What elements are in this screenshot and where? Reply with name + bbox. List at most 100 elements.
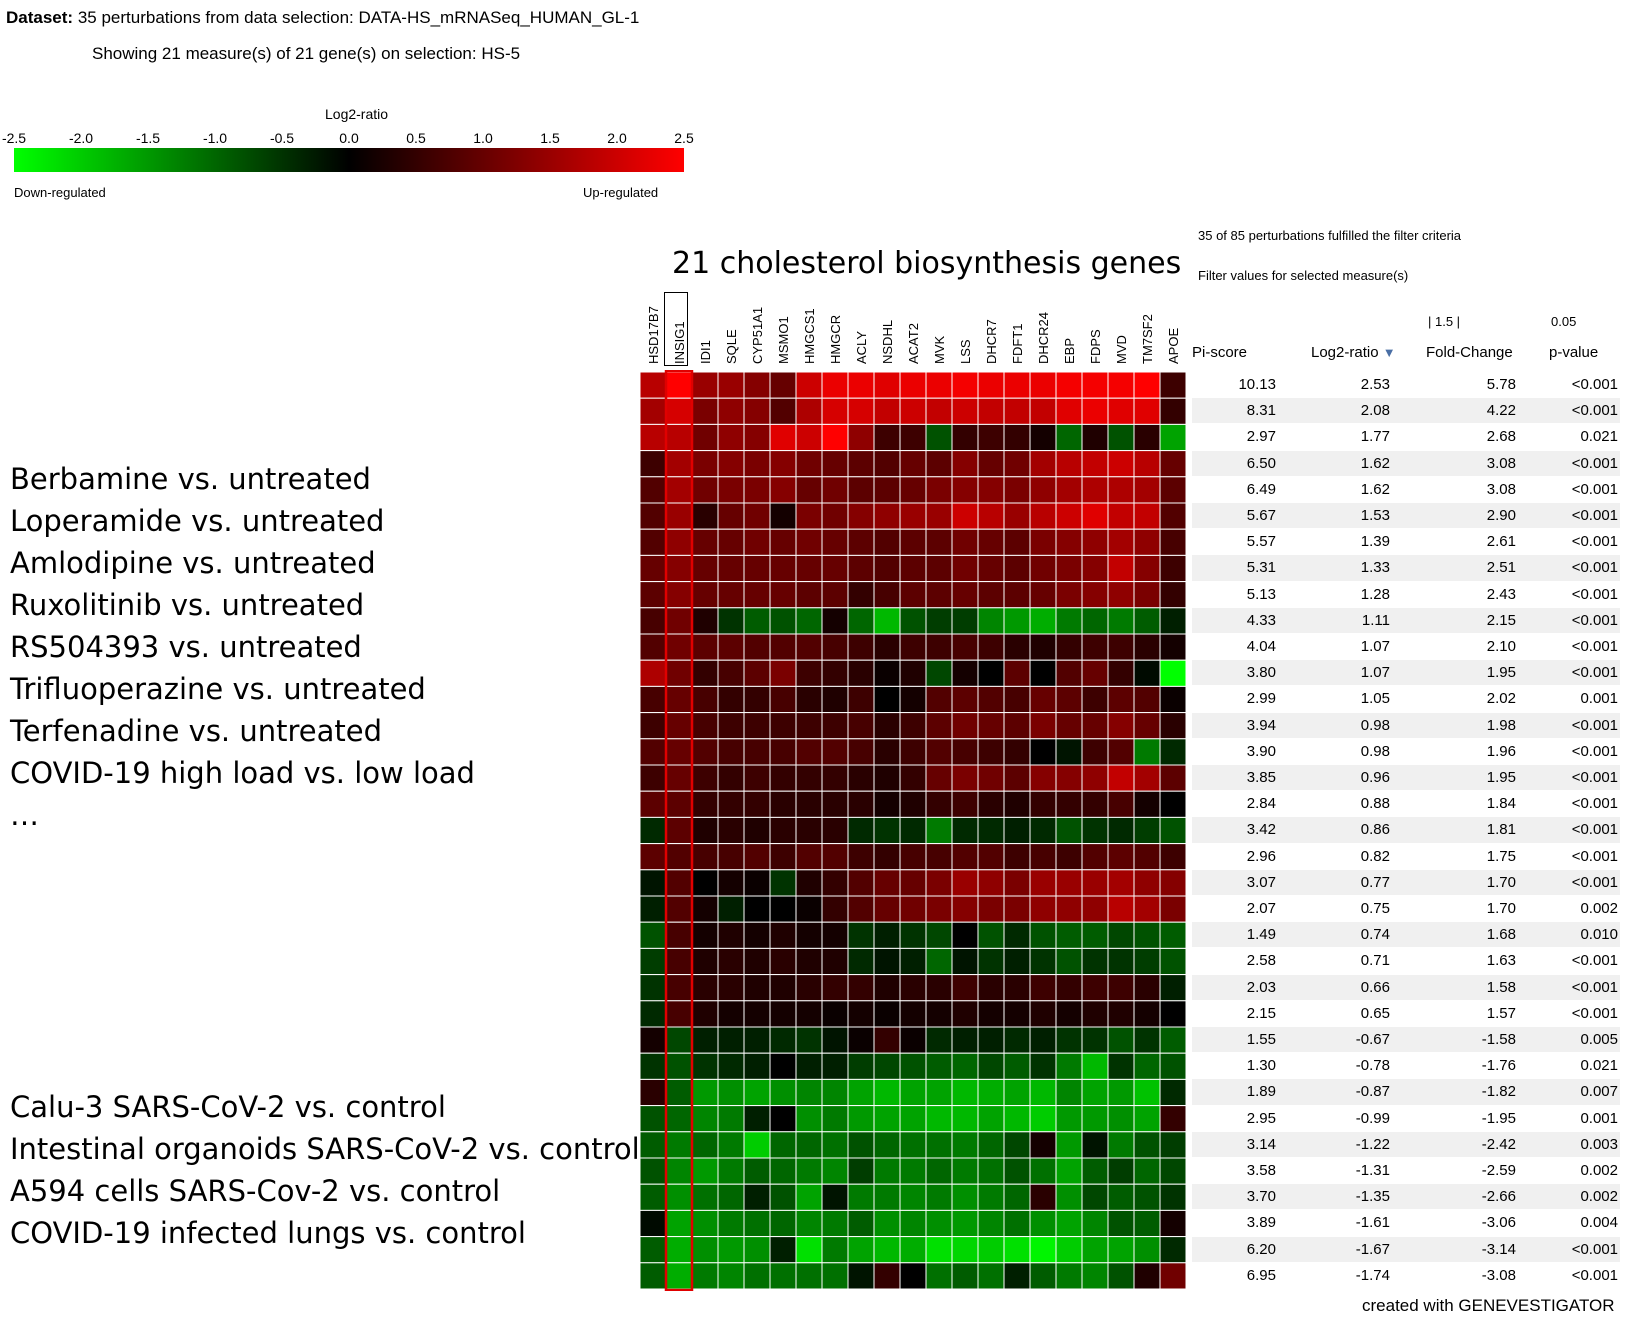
- heatmap-cell[interactable]: [769, 843, 797, 871]
- gene-label[interactable]: FDFT1: [1010, 323, 1025, 364]
- heatmap-cell[interactable]: [847, 554, 875, 583]
- heatmap-cell[interactable]: [639, 1236, 667, 1264]
- heatmap-cell[interactable]: [821, 581, 849, 609]
- heatmap-cell[interactable]: [1055, 581, 1083, 609]
- gene-label[interactable]: EBP: [1062, 337, 1077, 364]
- heatmap-cell[interactable]: [743, 1078, 771, 1107]
- heatmap-cell[interactable]: [951, 397, 979, 425]
- heatmap-cell[interactable]: [1133, 764, 1161, 792]
- heatmap-cell[interactable]: [639, 974, 667, 1002]
- heatmap-cell[interactable]: [665, 633, 693, 661]
- heatmap-cell[interactable]: [899, 633, 927, 661]
- heatmap-cell[interactable]: [925, 1236, 953, 1264]
- heatmap-cell[interactable]: [1133, 947, 1161, 976]
- heatmap-cell[interactable]: [899, 921, 927, 949]
- heatmap-cell[interactable]: [743, 1209, 771, 1238]
- heatmap-cell[interactable]: [925, 1026, 953, 1054]
- heatmap-cell[interactable]: [847, 895, 875, 923]
- heatmap-cell[interactable]: [1081, 450, 1109, 478]
- heatmap-cell[interactable]: [821, 1000, 849, 1028]
- heatmap-cell[interactable]: [691, 397, 719, 425]
- heatmap-cell[interactable]: [1055, 974, 1083, 1002]
- heatmap-cell[interactable]: [639, 816, 667, 845]
- heatmap-cell[interactable]: [769, 712, 797, 740]
- heatmap-cell[interactable]: [717, 528, 745, 556]
- heatmap-cell[interactable]: [1081, 1052, 1109, 1080]
- heatmap-cell[interactable]: [821, 607, 849, 635]
- heatmap-cell[interactable]: [899, 790, 927, 818]
- heatmap-cell[interactable]: [1159, 633, 1187, 661]
- heatmap-cell[interactable]: [873, 581, 901, 609]
- heatmap-cell[interactable]: [977, 816, 1005, 845]
- heatmap-cell[interactable]: [847, 738, 875, 766]
- heatmap-cell[interactable]: [743, 1262, 771, 1290]
- heatmap-cell[interactable]: [821, 476, 849, 504]
- heatmap-cell[interactable]: [899, 869, 927, 897]
- heatmap-cell[interactable]: [1029, 1078, 1057, 1107]
- heatmap-cell[interactable]: [821, 1026, 849, 1054]
- heatmap-cell[interactable]: [795, 843, 823, 871]
- heatmap-cell[interactable]: [847, 869, 875, 897]
- heatmap-cell[interactable]: [691, 1131, 719, 1159]
- heatmap-cell[interactable]: [847, 371, 875, 399]
- heatmap-cell[interactable]: [873, 1157, 901, 1185]
- gene-label[interactable]: MVK: [932, 335, 947, 364]
- heatmap-cell[interactable]: [691, 1209, 719, 1238]
- heatmap-cell[interactable]: [639, 1131, 667, 1159]
- heatmap-cell[interactable]: [925, 581, 953, 609]
- heatmap-cell[interactable]: [1055, 1052, 1083, 1080]
- heatmap-cell[interactable]: [1003, 581, 1031, 609]
- heatmap-cell[interactable]: [795, 974, 823, 1002]
- heatmap-cell[interactable]: [717, 1183, 745, 1211]
- gene-label[interactable]: MSMO1: [776, 316, 791, 364]
- heatmap-cell[interactable]: [691, 764, 719, 792]
- heatmap-cell[interactable]: [1133, 633, 1161, 661]
- heatmap-cell[interactable]: [795, 712, 823, 740]
- heatmap-cell[interactable]: [1081, 1105, 1109, 1133]
- heatmap-cell[interactable]: [1107, 1183, 1135, 1211]
- heatmap-cell[interactable]: [691, 685, 719, 714]
- heatmap-cell[interactable]: [873, 1026, 901, 1054]
- heatmap-cell[interactable]: [951, 1209, 979, 1238]
- heatmap-cell[interactable]: [1055, 554, 1083, 583]
- table-row[interactable]: [1192, 1053, 1620, 1079]
- heatmap-cell[interactable]: [1159, 1078, 1187, 1107]
- heatmap-cell[interactable]: [769, 869, 797, 897]
- table-row[interactable]: [1192, 1236, 1620, 1262]
- heatmap-cell[interactable]: [1029, 659, 1057, 687]
- heatmap-cell[interactable]: [1107, 371, 1135, 399]
- heatmap-cell[interactable]: [743, 816, 771, 845]
- heatmap-cell[interactable]: [769, 554, 797, 583]
- heatmap-cell[interactable]: [1159, 1236, 1187, 1264]
- heatmap-cell[interactable]: [1159, 947, 1187, 976]
- heatmap-cell[interactable]: [1055, 947, 1083, 976]
- heatmap-cell[interactable]: [1133, 974, 1161, 1002]
- heatmap-cell[interactable]: [769, 738, 797, 766]
- heatmap-cell[interactable]: [873, 659, 901, 687]
- heatmap-cell[interactable]: [1159, 738, 1187, 766]
- heatmap-cell[interactable]: [1003, 1157, 1031, 1185]
- heatmap-cell[interactable]: [1133, 895, 1161, 923]
- heatmap-cell[interactable]: [821, 633, 849, 661]
- heatmap-cell[interactable]: [1107, 476, 1135, 504]
- heatmap-cell[interactable]: [795, 554, 823, 583]
- heatmap-cell[interactable]: [795, 423, 823, 452]
- heatmap-cell[interactable]: [691, 974, 719, 1002]
- heatmap-cell[interactable]: [717, 1131, 745, 1159]
- heatmap-cell[interactable]: [847, 581, 875, 609]
- heatmap-cell[interactable]: [665, 974, 693, 1002]
- heatmap-cell[interactable]: [639, 1000, 667, 1028]
- heatmap-cell[interactable]: [795, 1157, 823, 1185]
- heatmap-cell[interactable]: [1107, 502, 1135, 530]
- heatmap-cell[interactable]: [665, 1262, 693, 1290]
- heatmap-cell[interactable]: [899, 1078, 927, 1107]
- heatmap-cell[interactable]: [899, 685, 927, 714]
- heatmap-cell[interactable]: [795, 1209, 823, 1238]
- heatmap-cell[interactable]: [743, 371, 771, 399]
- table-row[interactable]: [1192, 529, 1620, 555]
- gene-label[interactable]: HMGCR: [828, 314, 843, 364]
- heatmap-cell[interactable]: [977, 764, 1005, 792]
- heatmap-cell[interactable]: [1003, 1105, 1031, 1133]
- heatmap-cell[interactable]: [1029, 1262, 1057, 1290]
- table-row[interactable]: [1192, 765, 1620, 791]
